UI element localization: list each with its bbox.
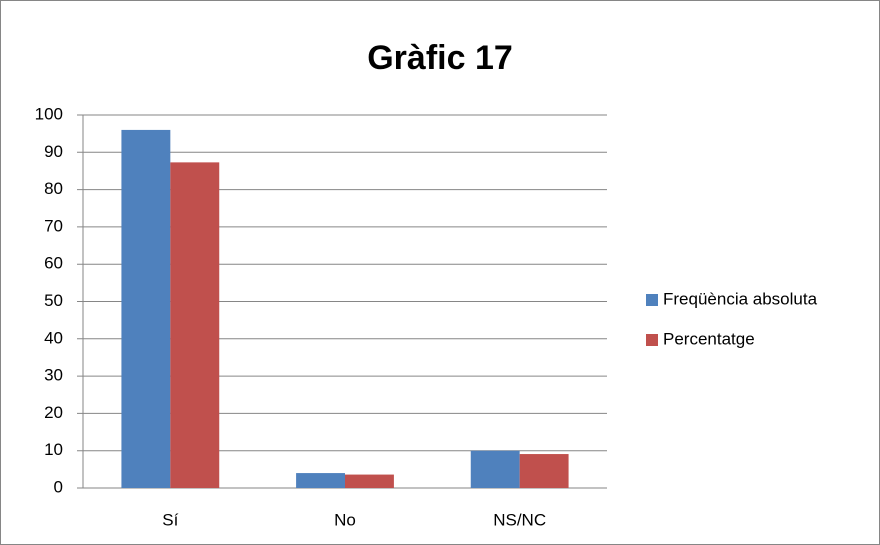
y-tick-label: 50 xyxy=(44,291,63,310)
legend-label: Percentatge xyxy=(663,329,755,348)
y-tick-label: 70 xyxy=(44,216,63,235)
bar xyxy=(170,162,220,488)
x-tick-label: NS/NC xyxy=(493,510,546,529)
bar xyxy=(345,474,394,488)
y-tick-label: 100 xyxy=(35,104,63,123)
x-tick-label: Sí xyxy=(162,510,178,529)
y-tick-label: 80 xyxy=(44,179,63,198)
y-tick-label: 0 xyxy=(54,477,63,496)
y-tick-label: 40 xyxy=(44,328,63,347)
chart-title: Gràfic 17 xyxy=(367,39,513,77)
x-tick-label: No xyxy=(334,510,356,529)
bar xyxy=(121,129,171,489)
bar xyxy=(519,454,569,488)
bar xyxy=(296,473,345,488)
y-tick-label: 10 xyxy=(44,440,63,459)
y-tick-label: 60 xyxy=(44,254,63,273)
legend-swatch xyxy=(646,334,658,346)
legend-swatch xyxy=(646,294,658,306)
y-tick-label: 90 xyxy=(44,142,63,161)
bar xyxy=(470,450,520,488)
legend-label: Freqüència absoluta xyxy=(663,289,818,308)
y-tick-label: 30 xyxy=(44,366,63,385)
y-tick-label: 20 xyxy=(44,403,63,422)
